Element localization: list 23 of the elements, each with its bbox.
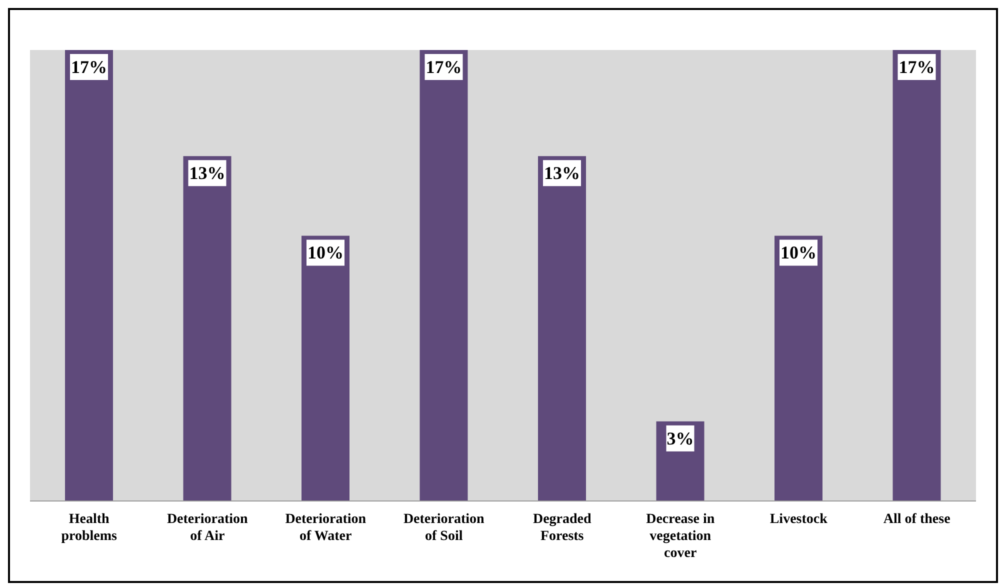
x-tick-label: Livestock xyxy=(770,512,828,527)
data-label: 13% xyxy=(189,163,226,184)
data-label: 10% xyxy=(308,242,344,263)
bar xyxy=(183,156,232,501)
x-tick-label: Health problems xyxy=(61,512,118,544)
bar xyxy=(774,236,822,501)
bar xyxy=(420,50,468,501)
bar xyxy=(65,50,113,501)
x-tick-label: Deterioration of Air xyxy=(166,512,248,544)
data-label: 17% xyxy=(426,57,462,77)
x-tick-label: Decrease in vegetation cover xyxy=(646,512,715,561)
x-tick-label: Degraded Forests xyxy=(532,512,592,544)
bar xyxy=(302,236,350,501)
data-label: 3% xyxy=(666,428,694,448)
data-label: 17% xyxy=(71,57,107,77)
x-tick-label: All of these xyxy=(883,512,950,527)
data-label: 17% xyxy=(898,57,935,77)
bar xyxy=(538,156,586,501)
data-label: 10% xyxy=(780,242,816,263)
data-label: 13% xyxy=(544,163,580,184)
x-tick-label: Deterioration of Soil xyxy=(403,512,485,544)
x-tick-label: Deterioration of Water xyxy=(285,512,366,544)
bar xyxy=(892,50,941,501)
